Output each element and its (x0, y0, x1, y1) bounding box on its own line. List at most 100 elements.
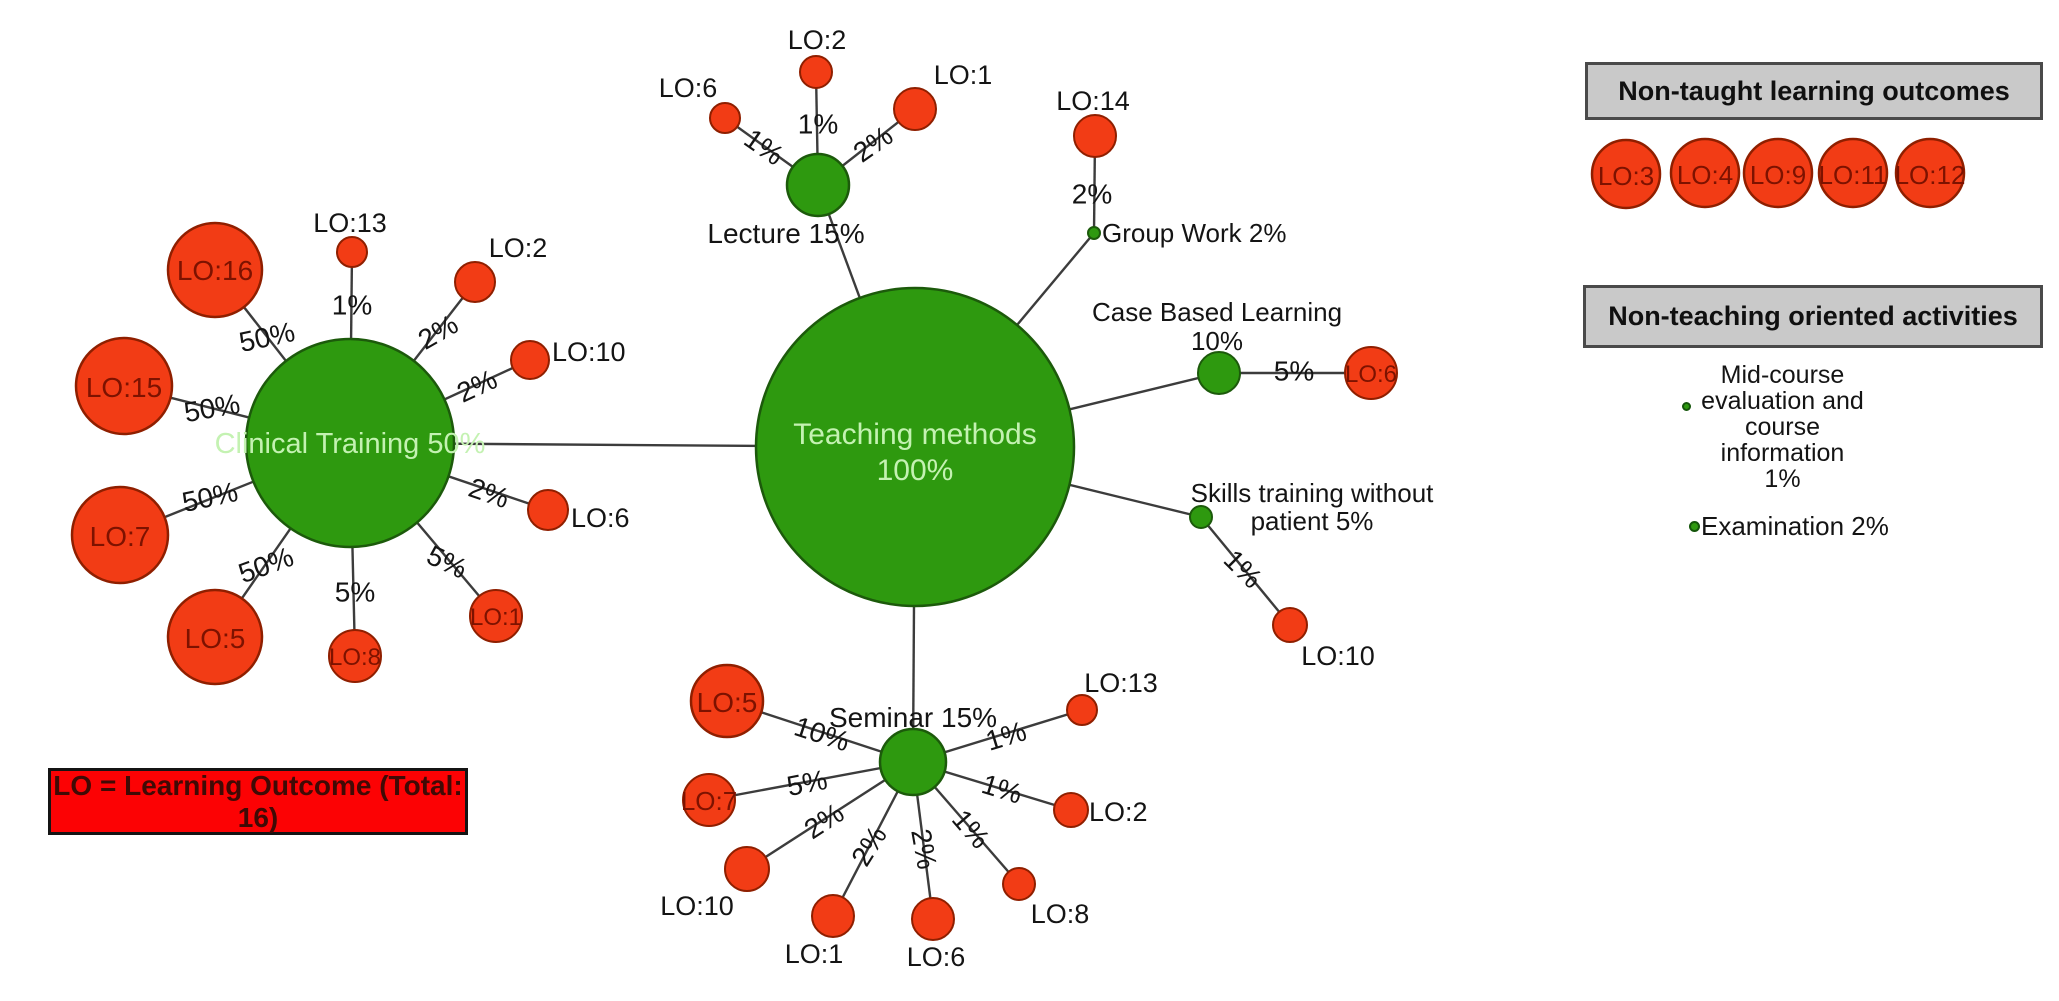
mid-course-item: Mid-course evaluation and course informa… (1701, 361, 1864, 493)
edge-label-clinical-training--clinical-lo16: 50% (236, 316, 297, 358)
edge-label-lecture--lecture-lo2: 1% (798, 109, 838, 140)
node-legend-lo4 (1669, 137, 1741, 209)
case-based-learning-label-line-1: 10% (1191, 326, 1243, 356)
edge-label-seminar--seminar-lo8: 1% (946, 804, 996, 855)
seminar-lo8-label: LO:8 (1031, 899, 1090, 929)
case-based-learning-label: Case Based Learning 10% (1092, 297, 1342, 356)
node-clinical-lo16 (166, 221, 264, 319)
clinical-lo6-label: LO:6 (571, 503, 630, 533)
node-clinical-lo6 (527, 489, 569, 531)
legend-lo9-label-line-0: LO:9 (1750, 160, 1806, 190)
node-lecture-lo1 (893, 87, 937, 131)
node-clinical-lo1 (469, 589, 523, 643)
legend-lo12-label: LO:12 (1895, 160, 1966, 190)
edge-label-seminar--seminar-lo10: 2% (799, 797, 850, 845)
legend-header-non-teaching: Non-teaching oriented activities (1583, 285, 2043, 348)
seminar-lo7-label-line-0: LO:7 (681, 786, 737, 816)
mid-course-dot-icon (1682, 402, 1691, 411)
node-cbl-lo6 (1344, 346, 1398, 400)
seminar-lo1-label-line-0: LO:1 (785, 939, 844, 969)
clinical-lo10-label: LO:10 (552, 337, 626, 367)
clinical-lo2-label-line-0: LO:2 (489, 233, 548, 263)
seminar-lo7-label: LO:7 (681, 786, 737, 816)
clinical-lo5-label: LO:5 (185, 623, 246, 654)
group-work-label: Group Work 2% (1102, 218, 1286, 248)
node-seminar-lo5 (689, 663, 765, 739)
node-clinical-lo10 (510, 340, 550, 380)
node-clinical-lo13 (336, 236, 368, 268)
node-teaching-methods (754, 286, 1076, 608)
node-legend-lo3 (1590, 138, 1662, 210)
seminar-lo8-label-line-0: LO:8 (1031, 899, 1090, 929)
examination-dot-icon (1689, 521, 1700, 532)
seminar-lo5-label: LO:5 (697, 687, 758, 718)
lecture-lo2-label-line-0: LO:2 (788, 25, 847, 55)
node-clinical-lo8 (328, 629, 382, 683)
node-clinical-lo5 (166, 588, 264, 686)
edge-label-seminar--seminar-lo1: 2% (845, 821, 893, 872)
node-legend-lo11 (1817, 137, 1889, 209)
edge-label-seminar--seminar-lo6: 2% (905, 826, 943, 871)
skills-training-label: Skills training without patient 5% (1191, 478, 1435, 536)
cbl-lo6-label-line-0: LO:6 (1345, 361, 1397, 388)
lecture-label-line-0: Lecture 15% (707, 218, 864, 249)
lecture-lo1-label-line-0: LO:1 (934, 60, 993, 90)
clinical-lo15-label: LO:15 (86, 372, 162, 403)
edge-label-group-work--group-lo14: 2% (1072, 179, 1112, 210)
edge-skills-training--skills-lo10 (1200, 516, 1291, 626)
node-seminar-lo2 (1053, 792, 1089, 828)
edge-label-clinical-training--clinical-lo10: 2% (452, 363, 502, 408)
clinical-lo1-label: LO:1 (470, 604, 522, 631)
edge-label-clinical-training--clinical-lo6: 2% (465, 472, 513, 514)
edge-label-clinical-training--clinical-lo5: 50% (234, 541, 297, 589)
node-legend-lo12 (1894, 137, 1966, 209)
legend-header-non-teaching-text: Non-teaching oriented activities (1608, 301, 2018, 331)
case-based-learning-label-line-0: Case Based Learning (1092, 297, 1342, 327)
clinical-lo8-label-line-0: LO:8 (329, 644, 381, 671)
legend-lo11-label: LO:11 (1819, 160, 1888, 190)
edge-label-seminar--seminar-lo7: 5% (784, 764, 830, 802)
clinical-lo10-label-line-0: LO:10 (552, 337, 626, 367)
node-group-lo14 (1073, 114, 1117, 158)
lo-abbreviation-note: LO = Learning Outcome (Total: 16) (48, 768, 468, 835)
legend-lo4-label-line-0: LO:4 (1677, 160, 1733, 190)
seminar-lo2-label: LO:2 (1089, 797, 1148, 827)
edge-label-clinical-training--clinical-lo8: 5% (335, 577, 375, 608)
clinical-lo16-label: LO:16 (177, 255, 253, 286)
node-legend-lo9 (1742, 137, 1814, 209)
group-work-label-line-0: Group Work 2% (1102, 218, 1286, 248)
edge-label-seminar--seminar-lo2: 1% (978, 768, 1026, 809)
clinical-training-label-line-0: Clinical Training 50% (215, 428, 486, 460)
seminar-lo1-label: LO:1 (785, 939, 844, 969)
edge-label-clinical-training--clinical-lo2: 2% (413, 308, 464, 355)
clinical-lo8-label: LO:8 (329, 644, 381, 671)
legend-lo3-label: LO:3 (1598, 161, 1654, 191)
clinical-lo7-label-line-0: LO:7 (90, 521, 151, 552)
seminar-lo13-label-line-0: LO:13 (1084, 668, 1158, 698)
clinical-training-label: Clinical Training 50% (215, 428, 486, 460)
seminar-label-line-0: Seminar 15% (829, 702, 997, 733)
node-seminar (878, 727, 948, 797)
legend-lo3-label-line-0: LO:3 (1598, 161, 1654, 191)
node-clinical-lo7 (70, 485, 170, 585)
skills-lo10-label-line-0: LO:10 (1301, 641, 1375, 671)
clinical-lo1-label-line-0: LO:1 (470, 604, 522, 631)
clinical-lo5-label-line-0: LO:5 (185, 623, 246, 654)
node-lecture-lo2 (799, 55, 833, 89)
lecture-lo1-label: LO:1 (934, 60, 993, 90)
node-lecture (785, 152, 851, 218)
group-lo14-label: LO:14 (1056, 86, 1130, 116)
legend-lo9-label: LO:9 (1750, 160, 1806, 190)
edge-label-clinical-training--clinical-lo13: 1% (332, 290, 372, 321)
cbl-lo6-label: LO:6 (1345, 361, 1397, 388)
teaching-methods-label-line-1: 100% (877, 454, 954, 487)
node-group-work (1087, 226, 1101, 240)
node-clinical-training (244, 337, 456, 549)
seminar-lo10-label: LO:10 (660, 891, 734, 921)
edge-label-clinical-training--clinical-lo15: 50% (182, 388, 243, 428)
clinical-lo2-label: LO:2 (489, 233, 548, 263)
skills-training-label-line-0: Skills training without (1191, 478, 1435, 508)
clinical-lo13-label: LO:13 (313, 208, 387, 238)
legend-lo12-label-line-0: LO:12 (1895, 160, 1966, 190)
